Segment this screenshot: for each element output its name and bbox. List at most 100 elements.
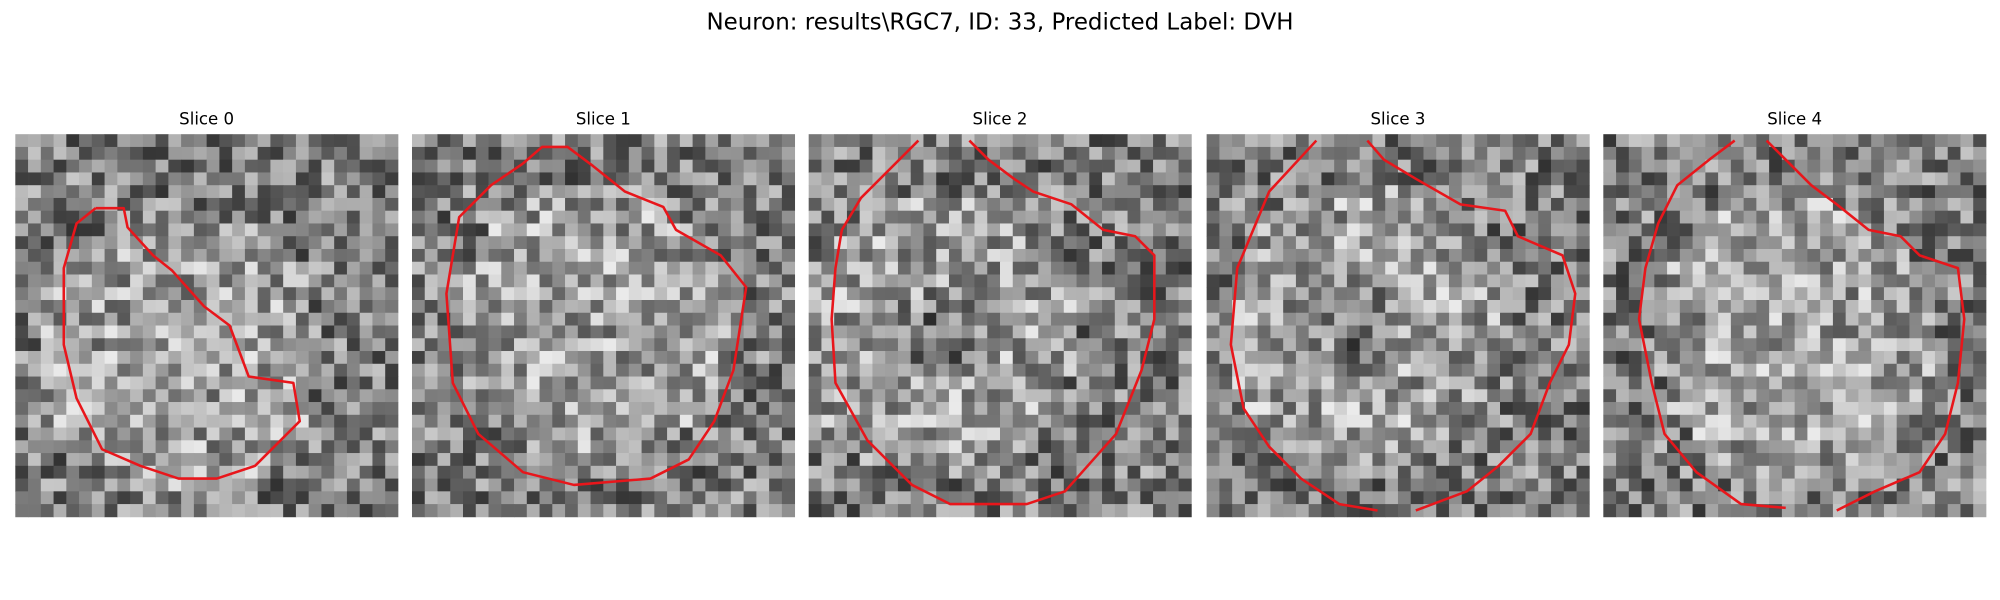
image-pixel [104,376,118,390]
image-pixel [743,491,757,505]
image-pixel [104,185,118,199]
image-pixel [1896,210,1910,224]
image-pixel [1257,134,1271,148]
image-pixel [1178,376,1192,390]
image-pixel [730,300,745,314]
image-pixel [603,159,617,173]
image-pixel [1616,427,1630,441]
image-pixel [53,427,67,441]
image-pixel [552,159,566,173]
image-pixel [769,300,783,314]
image-pixel [821,491,835,505]
image-pixel [948,134,963,148]
image-pixel [667,389,681,403]
image-pixel [475,491,489,505]
image-pixel [1512,197,1526,212]
image-pixel [705,465,719,479]
image-pixel [334,172,348,186]
image-pixel [552,465,566,479]
image-pixel [1551,389,1565,403]
image-pixel [641,210,655,224]
image-pixel [463,440,477,454]
image-pixel [1909,236,1923,250]
image-pixel [1705,453,1719,467]
image-pixel [1140,491,1154,505]
image-pixel [1232,210,1246,224]
image-pixel [1270,172,1284,186]
image-pixel [1616,134,1630,148]
image-pixel [385,300,399,314]
image-pixel [539,389,553,403]
image-pixel [514,389,528,403]
image-pixel [1820,402,1834,416]
image-pixel [1756,287,1770,301]
image-pixel [961,465,975,479]
image-pixel [1743,159,1757,173]
image-pixel [1960,236,1974,250]
image-pixel [155,236,169,250]
image-pixel [308,389,322,403]
image-pixel [53,389,67,403]
image-pixel [15,274,29,288]
image-pixel [193,504,208,518]
image-pixel [590,465,604,479]
image-pixel [359,402,373,416]
image-pixel [385,389,399,403]
image-pixel [193,312,208,326]
image-pixel [603,376,617,390]
image-pixel [1089,274,1103,288]
image-pixel [1487,351,1501,365]
image-pixel [1845,376,1859,390]
image-pixel [475,261,489,275]
image-pixel [769,274,783,288]
image-pixel [1076,300,1090,314]
image-pixel [1423,389,1437,403]
image-pixel [936,223,950,237]
image-pixel [769,261,783,275]
image-pixel [590,287,604,301]
image-pixel [552,440,566,454]
image-pixel [1244,159,1259,173]
image-pixel [885,172,899,186]
image-pixel [283,248,297,263]
image-pixel [79,197,93,212]
image-pixel [1232,478,1246,492]
image-pixel [769,363,783,377]
image-pixel [142,491,156,505]
image-pixel [1781,236,1796,250]
image-pixel [1063,159,1077,173]
image-pixel [1679,504,1693,518]
image-pixel [1270,363,1284,377]
image-pixel [219,363,233,377]
image-pixel [1718,478,1732,492]
image-pixel [808,465,822,479]
image-pixel [257,414,271,428]
image-pixel [565,261,579,275]
image-pixel [117,491,131,505]
image-pixel [1934,402,1949,416]
image-pixel [1461,440,1475,454]
image-pixel [769,325,783,339]
image-pixel [1038,312,1052,326]
image-pixel [1922,376,1936,390]
image-pixel [1140,453,1154,467]
image-pixel [718,427,732,441]
image-pixel [1025,427,1039,441]
image-pixel [616,248,630,263]
image-pixel [821,223,835,237]
image-pixel [1743,465,1757,479]
image-pixel [1871,312,1885,326]
image-pixel [437,159,451,173]
image-pixel [385,197,399,212]
image-pixel [1051,274,1065,288]
image-pixel [1718,402,1732,416]
image-pixel [1896,465,1910,479]
image-pixel [1000,414,1014,428]
image-pixel [859,504,873,518]
image-pixel [334,159,348,173]
image-pixel [1487,465,1501,479]
image-pixel [948,453,963,467]
image-pixel [1909,363,1923,377]
image-pixel [270,478,284,492]
image-pixel [1461,427,1475,441]
